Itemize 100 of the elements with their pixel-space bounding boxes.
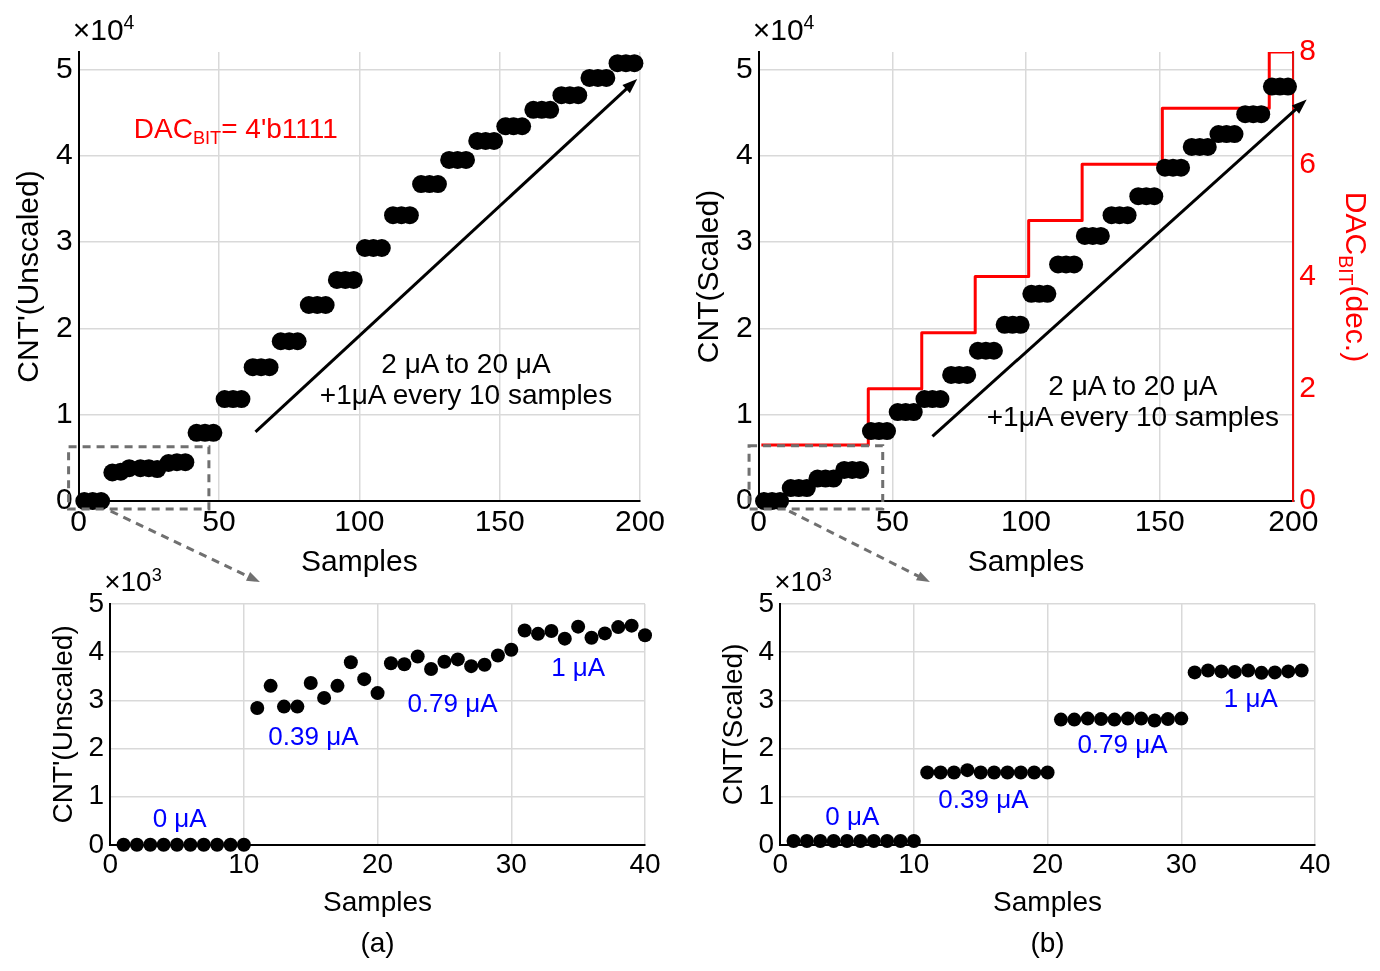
text: ×10$^{3}$ <box>104 564 162 598</box>
x-tick-label: 50 <box>875 504 910 538</box>
y2-tick-label: 6 <box>1299 145 1316 179</box>
point <box>223 837 238 852</box>
point <box>786 833 801 848</box>
y-tick-label: 2 <box>88 731 105 763</box>
point <box>1227 664 1242 679</box>
text: (a) <box>360 927 395 959</box>
x-axis-title: Samples <box>993 885 1103 917</box>
x-tick-label: 150 <box>474 504 525 538</box>
point <box>370 686 385 701</box>
annotation: 0.39 μA <box>268 721 359 752</box>
y2-tick-label: 2 <box>1299 370 1316 404</box>
point <box>276 699 291 714</box>
annotation: 1 μA <box>551 651 606 682</box>
point <box>1294 663 1309 678</box>
y-axis-title: CNT(Scaled) <box>691 189 725 364</box>
point <box>1094 712 1109 727</box>
point <box>1000 765 1015 780</box>
annotation: 0.79 μA <box>1077 728 1168 759</box>
point <box>638 628 652 643</box>
point <box>450 652 465 667</box>
point <box>1120 711 1135 726</box>
point <box>1053 712 1068 727</box>
point <box>624 618 639 633</box>
x-tick-label: 20 <box>362 848 394 880</box>
point <box>1040 765 1055 780</box>
point <box>210 837 225 852</box>
point <box>303 675 318 690</box>
y-tick-label: 3 <box>758 683 775 715</box>
point <box>490 648 505 663</box>
y-axis-title: CNT'(Unscaled) <box>11 170 45 383</box>
x-tick-label: 150 <box>1134 504 1185 538</box>
x-tick-label: 10 <box>898 848 930 880</box>
point <box>116 837 131 852</box>
point <box>813 833 828 848</box>
point <box>1107 712 1122 727</box>
point <box>410 649 425 664</box>
point <box>1187 665 1202 680</box>
y-tick-label: 1 <box>758 779 775 811</box>
y-tick-label: 4 <box>88 634 105 666</box>
y-tick-label: 3 <box>736 223 753 257</box>
point <box>1214 664 1229 679</box>
y-tick-label: 1 <box>56 395 73 429</box>
point <box>196 837 211 852</box>
point <box>853 833 868 848</box>
point <box>866 833 881 848</box>
point <box>504 642 519 657</box>
point <box>1134 711 1149 726</box>
point <box>330 678 345 693</box>
y2-tick-label: 4 <box>1299 257 1316 291</box>
annotation: 0 μA <box>825 800 880 831</box>
point <box>143 837 158 852</box>
x-tick-label: 20 <box>1032 848 1064 880</box>
annotation: 0.39 μA <box>938 783 1029 814</box>
point <box>531 626 546 641</box>
point <box>544 623 559 638</box>
point <box>933 765 948 780</box>
x-axis-title: Samples <box>967 544 1085 578</box>
point <box>383 656 398 671</box>
point <box>156 837 171 852</box>
point <box>973 765 988 780</box>
point <box>517 623 532 638</box>
point <box>960 763 975 778</box>
point <box>236 837 251 852</box>
x-axis-title: Samples <box>300 544 418 578</box>
y-axis-title: CNT'(Unscaled) <box>46 625 78 824</box>
point <box>437 654 452 669</box>
y-tick-label: 5 <box>56 50 73 84</box>
x-tick-label: 50 <box>202 504 236 538</box>
x-tick-label: 100 <box>334 504 385 538</box>
point <box>906 833 921 848</box>
x-tick-label: 40 <box>629 848 661 880</box>
annotation: 0 μA <box>152 803 207 833</box>
point <box>1174 711 1189 726</box>
point <box>1281 664 1296 679</box>
y-tick-label: 4 <box>758 634 775 666</box>
text: ×10$^{4}$ <box>72 11 135 46</box>
annotation: 2 μA to 20 μA +1μA every 10 samples <box>986 370 1280 434</box>
point <box>611 620 626 635</box>
annotation: 1 μA <box>1223 682 1278 713</box>
y-tick-label: 1 <box>88 779 105 811</box>
point <box>880 833 895 848</box>
point <box>1027 765 1042 780</box>
x-tick-label: 10 <box>228 848 260 880</box>
point <box>317 690 332 705</box>
point <box>250 701 265 716</box>
x-tick-label: 40 <box>1299 848 1331 880</box>
y-tick-label: 0 <box>758 827 775 859</box>
point <box>1160 712 1175 727</box>
point <box>987 765 1002 780</box>
x-tick-label: 30 <box>1165 848 1197 880</box>
point <box>920 765 935 780</box>
point <box>1241 663 1256 678</box>
point <box>946 765 961 780</box>
y-tick-label: 2 <box>56 309 73 343</box>
text: ×10$^{3}$ <box>774 564 832 598</box>
y-tick-label: 5 <box>758 586 775 618</box>
point <box>1067 712 1082 727</box>
text: ×10$^{4}$ <box>752 11 815 46</box>
